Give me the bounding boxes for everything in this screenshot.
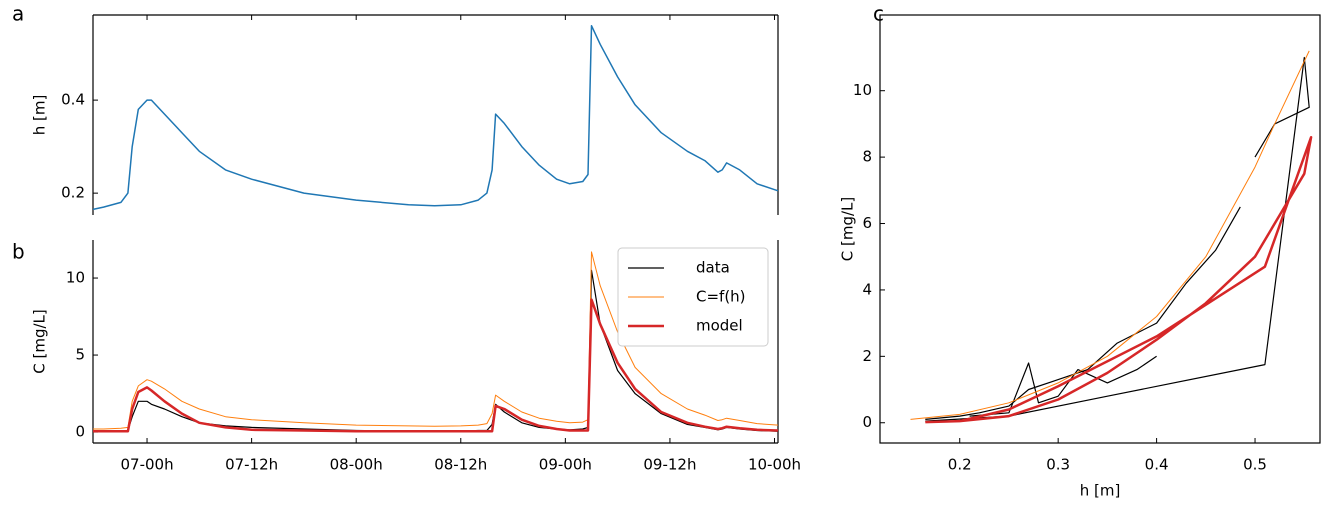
x-axis-label: h [m] [1080, 482, 1121, 500]
data-line [925, 135, 1313, 424]
panel-label: c [873, 2, 884, 26]
x-tick-label: 07-12h [225, 456, 278, 474]
x-tick-label: 07-00h [120, 456, 173, 474]
data-line [910, 50, 1310, 420]
y-tick-label: 10 [853, 81, 872, 99]
data-line [93, 251, 779, 430]
x-tick-label: 0.2 [948, 456, 972, 474]
y-tick-label: 8 [862, 148, 872, 166]
x-tick-label: 08-00h [330, 456, 383, 474]
y-tick-label: 0 [75, 423, 85, 441]
y-tick-label: 4 [862, 280, 872, 298]
legend-label: C=f(h) [696, 288, 746, 306]
panel-label: a [12, 2, 24, 26]
y-tick-label: 10 [66, 269, 85, 287]
x-tick-label: 10-00h [748, 456, 801, 474]
panel-label: b [12, 240, 25, 264]
x-tick-label: 0.4 [1145, 456, 1169, 474]
x-tick-label: 0.5 [1243, 456, 1267, 474]
data-line [92, 24, 779, 211]
y-tick-label: 2 [862, 347, 872, 365]
legend-label: model [696, 317, 743, 335]
y-axis-label: C [mg/L] [31, 309, 49, 374]
data-line [93, 298, 779, 433]
legend-label: data [696, 259, 730, 277]
y-tick-label: 5 [75, 346, 85, 364]
y-axis-label: C [mg/L] [839, 197, 857, 262]
y-axis-label: h [m] [31, 95, 49, 136]
y-tick-label: 6 [862, 214, 872, 232]
x-tick-label: 09-12h [643, 456, 696, 474]
y-tick-label: 0.4 [61, 91, 85, 109]
x-tick-label: 09-00h [539, 456, 592, 474]
y-tick-label: 0.2 [61, 184, 85, 202]
legend-box [617, 247, 769, 347]
x-tick-label: 0.3 [1046, 456, 1070, 474]
y-tick-label: 0 [862, 413, 872, 431]
spine [879, 14, 1321, 444]
x-tick-label: 08-12h [434, 456, 487, 474]
